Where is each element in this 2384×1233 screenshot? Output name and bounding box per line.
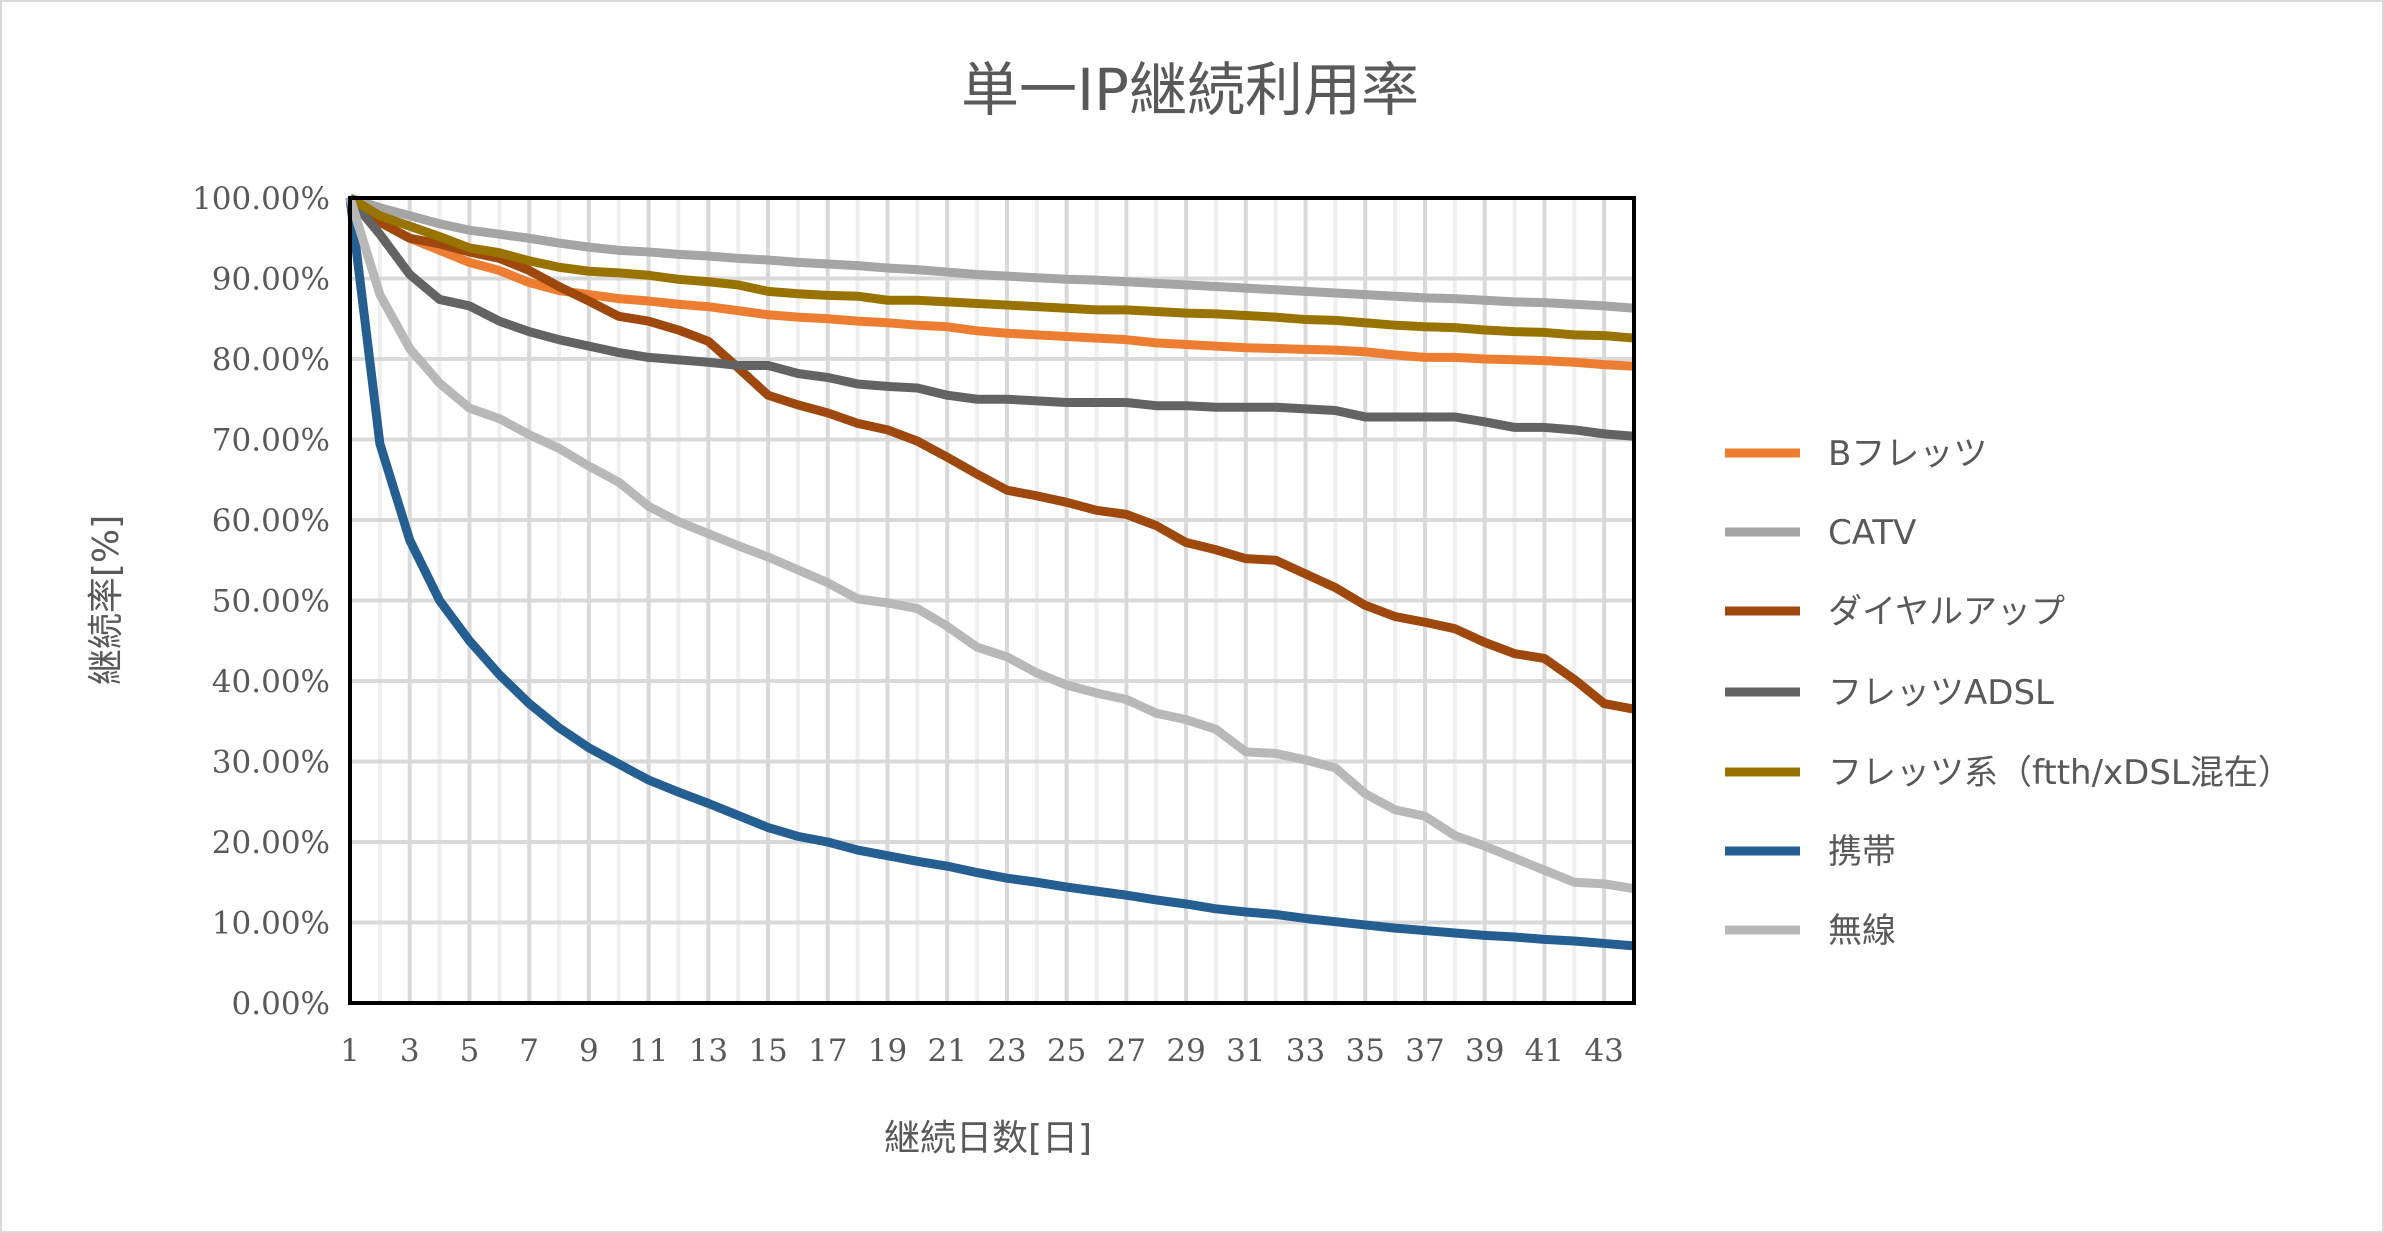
legend-item: CATV xyxy=(1725,513,1916,553)
y-tick-label: 50.00% xyxy=(212,584,330,620)
legend-label: フレッツ系（ftth/xDSL混在） xyxy=(1828,753,2292,793)
legend-label: CATV xyxy=(1828,513,1916,553)
x-tick-label: 5 xyxy=(460,1033,480,1069)
x-tick-label: 15 xyxy=(748,1033,787,1069)
x-tick-label: 23 xyxy=(987,1033,1026,1069)
legend-item: フレッツADSL xyxy=(1725,673,2054,713)
legend-item: 無線 xyxy=(1725,911,1896,951)
legend-label: フレッツADSL xyxy=(1828,673,2054,713)
y-tick-label: 70.00% xyxy=(212,423,330,459)
x-tick-label: 3 xyxy=(400,1033,420,1069)
x-tick-label: 1 xyxy=(340,1033,360,1069)
y-tick-label: 20.00% xyxy=(212,825,330,861)
x-tick-label: 31 xyxy=(1226,1033,1265,1069)
x-tick-label: 21 xyxy=(927,1033,966,1069)
x-axis-ticks: 1 3 5 7 9 11 13 15 17 19 21 23 25 27 29 31 33 35 37 39 41 43 xyxy=(340,1033,1624,1069)
series-lines xyxy=(345,193,1635,951)
y-tick-label: 60.00% xyxy=(212,503,330,539)
series-line xyxy=(347,194,1635,714)
legend-label: 携帯 xyxy=(1828,832,1896,872)
y-tick-label: 90.00% xyxy=(212,262,330,298)
plot-area-border xyxy=(348,196,1636,1005)
x-tick-label: 41 xyxy=(1525,1033,1564,1069)
x-tick-label: 33 xyxy=(1286,1033,1325,1069)
legend-label: 無線 xyxy=(1828,911,1896,951)
x-tick-label: 13 xyxy=(689,1033,728,1069)
series-line xyxy=(348,193,1635,313)
legend-item: フレッツ系（ftth/xDSL混在） xyxy=(1725,753,2292,793)
x-tick-label: 11 xyxy=(629,1033,668,1069)
x-tick-label: 9 xyxy=(579,1033,599,1069)
y-tick-label: 80.00% xyxy=(212,342,330,378)
x-tick-label: 43 xyxy=(1584,1033,1623,1069)
y-axis-ticks: 0.00% 10.00% 20.00% 30.00% 40.00% 50.00% 60.00… xyxy=(192,181,330,1022)
y-tick-label: 0.00% xyxy=(232,986,330,1022)
chart-title: 単一IP継続利用率 xyxy=(961,56,1419,124)
legend-item: ダイヤルアップ xyxy=(1725,592,2065,632)
y-tick-label: 100.00% xyxy=(192,181,330,217)
x-tick-label: 19 xyxy=(868,1033,907,1069)
y-tick-label: 40.00% xyxy=(212,664,330,700)
x-tick-label: 39 xyxy=(1465,1033,1504,1069)
x-tick-label: 37 xyxy=(1405,1033,1444,1069)
legend-item: 携帯 xyxy=(1725,832,1896,872)
y-tick-label: 30.00% xyxy=(212,745,330,781)
x-tick-label: 27 xyxy=(1107,1033,1146,1069)
legend-item: Bフレッツ xyxy=(1725,434,1987,474)
series-line xyxy=(347,194,1635,343)
legend-label: ダイヤルアップ xyxy=(1828,592,2065,632)
series-line xyxy=(345,196,1635,894)
x-axis-label: 継続日数[日] xyxy=(884,1118,1092,1159)
series-line xyxy=(346,195,1635,441)
x-tick-label: 29 xyxy=(1166,1033,1205,1069)
series-line xyxy=(345,197,1635,951)
y-tick-label: 10.00% xyxy=(212,906,330,942)
x-tick-label: 35 xyxy=(1346,1033,1385,1069)
x-tick-label: 7 xyxy=(519,1033,539,1069)
x-tick-label: 25 xyxy=(1047,1033,1086,1069)
legend-label: Bフレッツ xyxy=(1828,434,1987,474)
x-tick-label: 17 xyxy=(808,1033,847,1069)
y-axis-label: 継続率[%] xyxy=(86,515,127,685)
